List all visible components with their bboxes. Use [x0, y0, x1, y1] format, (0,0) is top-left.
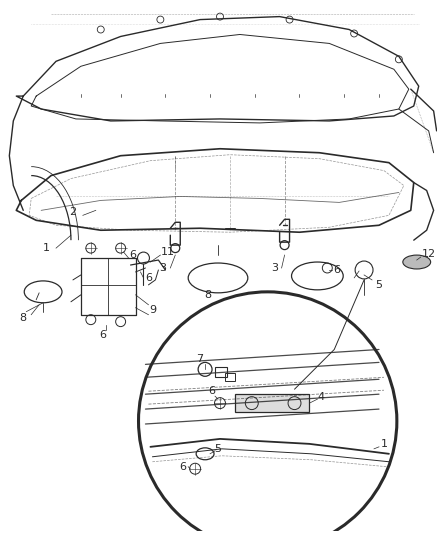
Text: 3: 3 — [159, 263, 166, 273]
Text: 12: 12 — [422, 249, 436, 259]
Text: 8: 8 — [20, 313, 27, 322]
Text: 7: 7 — [197, 354, 204, 365]
Text: 6: 6 — [99, 329, 106, 340]
Text: 6: 6 — [129, 250, 136, 260]
Text: 6: 6 — [145, 273, 152, 283]
Text: 6: 6 — [208, 386, 215, 396]
Text: 9: 9 — [149, 305, 156, 314]
FancyBboxPatch shape — [235, 394, 309, 412]
Text: 1: 1 — [381, 439, 388, 449]
Text: 8: 8 — [205, 290, 212, 300]
Text: 6: 6 — [180, 462, 187, 472]
Text: 3: 3 — [271, 263, 278, 273]
Text: 4: 4 — [318, 392, 325, 402]
Text: 5: 5 — [215, 444, 222, 454]
Ellipse shape — [403, 255, 431, 269]
Text: 1: 1 — [42, 243, 49, 253]
Text: 2: 2 — [69, 207, 77, 217]
Text: 11: 11 — [161, 247, 175, 257]
Text: 6: 6 — [334, 265, 341, 275]
Text: 5: 5 — [375, 280, 382, 290]
